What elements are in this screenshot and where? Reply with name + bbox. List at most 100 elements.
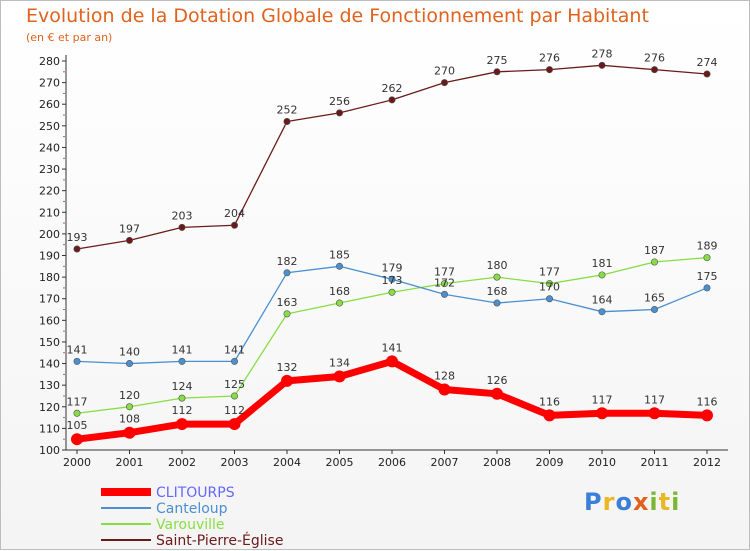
data-point xyxy=(701,409,713,422)
data-label: 256 xyxy=(329,95,350,108)
series-saint-pierre-glise xyxy=(73,61,711,253)
data-point xyxy=(440,280,448,288)
data-label: 270 xyxy=(434,65,455,78)
data-point xyxy=(335,262,343,270)
legend-label: CLITOURPS xyxy=(156,485,235,501)
y-tick-label: 170 xyxy=(39,293,60,306)
data-point xyxy=(283,118,291,126)
data-point xyxy=(71,433,83,446)
data-label: 173 xyxy=(382,274,403,287)
data-label: 170 xyxy=(539,281,560,294)
data-point xyxy=(703,70,711,78)
data-label: 193 xyxy=(67,231,88,244)
legend-label: Saint-Pierre-Église xyxy=(156,532,283,549)
data-label: 181 xyxy=(592,257,613,270)
data-point xyxy=(126,403,134,411)
y-tick-label: 100 xyxy=(39,444,60,457)
y-tick-label: 280 xyxy=(39,55,60,68)
data-point xyxy=(545,280,553,288)
data-label: 203 xyxy=(172,209,193,222)
data-point xyxy=(438,383,451,396)
x-tick-label: 2006 xyxy=(378,456,406,469)
data-point xyxy=(598,61,606,69)
legend-label: Canteloup xyxy=(156,501,228,517)
data-label: 185 xyxy=(329,248,350,261)
data-label: 141 xyxy=(67,343,88,356)
data-label: 125 xyxy=(224,378,245,391)
x-tick-label: 2005 xyxy=(326,456,354,469)
data-point xyxy=(281,374,293,387)
data-point xyxy=(283,310,291,318)
data-label: 168 xyxy=(329,285,350,298)
x-tick-label: 2002 xyxy=(168,456,196,469)
data-label: 112 xyxy=(172,404,193,417)
data-point xyxy=(333,370,346,383)
data-point xyxy=(73,357,81,365)
data-point xyxy=(335,299,343,307)
data-label: 117 xyxy=(592,393,613,406)
y-tick-label: 110 xyxy=(39,422,60,435)
data-label: 141 xyxy=(172,343,193,356)
data-label: 112 xyxy=(224,404,245,417)
y-tick-label: 180 xyxy=(39,271,60,284)
data-label: 182 xyxy=(277,255,298,268)
data-point xyxy=(650,66,658,74)
x-tick-label: 2000 xyxy=(63,456,91,469)
series-canteloup xyxy=(73,262,711,368)
data-point xyxy=(178,357,186,365)
x-tick-label: 2007 xyxy=(431,456,459,469)
data-point xyxy=(283,269,291,277)
y-tick-label: 260 xyxy=(39,98,60,111)
y-tick-label: 120 xyxy=(39,401,60,414)
data-label: 275 xyxy=(487,54,508,67)
data-label: 117 xyxy=(67,395,88,408)
y-tick-label: 250 xyxy=(39,120,60,133)
x-tick-label: 2001 xyxy=(116,456,144,469)
data-label: 141 xyxy=(382,341,403,354)
data-point xyxy=(703,284,711,292)
data-point xyxy=(598,271,606,279)
data-label: 168 xyxy=(487,285,508,298)
data-point xyxy=(703,254,711,262)
data-point xyxy=(388,275,396,283)
y-tick-label: 140 xyxy=(39,358,60,371)
data-point xyxy=(231,221,239,229)
data-point xyxy=(388,288,396,296)
data-point xyxy=(335,109,343,117)
data-label: 141 xyxy=(224,343,245,356)
data-label: 140 xyxy=(119,346,140,359)
data-point xyxy=(73,409,81,417)
series-varouville xyxy=(73,254,711,417)
y-tick-label: 190 xyxy=(39,250,60,263)
brand-letter: P xyxy=(584,488,603,516)
brand-logo: Proxiti xyxy=(584,488,680,516)
data-label: 262 xyxy=(382,82,403,95)
brand-letter: o xyxy=(615,488,633,516)
brand-letter: i xyxy=(671,488,681,516)
x-tick-label: 2003 xyxy=(221,456,249,469)
data-label: 124 xyxy=(172,380,193,393)
data-label: 172 xyxy=(434,276,455,289)
x-tick-label: 2011 xyxy=(641,456,669,469)
data-point xyxy=(123,426,136,439)
data-label: 116 xyxy=(539,395,560,408)
data-point xyxy=(493,273,501,281)
data-point xyxy=(648,407,661,420)
y-tick-label: 210 xyxy=(39,206,60,219)
y-tick-label: 240 xyxy=(39,141,60,154)
data-point xyxy=(386,355,398,368)
y-tick-label: 130 xyxy=(39,379,60,392)
data-point xyxy=(178,223,186,231)
data-label: 116 xyxy=(697,395,718,408)
x-tick-label: 2010 xyxy=(588,456,616,469)
brand-letter: x xyxy=(632,488,650,516)
data-point xyxy=(545,295,553,303)
y-tick-label: 220 xyxy=(39,185,60,198)
data-point xyxy=(231,357,239,365)
data-label: 278 xyxy=(592,47,613,60)
data-point xyxy=(73,245,81,253)
data-label: 108 xyxy=(119,413,140,426)
data-point xyxy=(493,299,501,307)
